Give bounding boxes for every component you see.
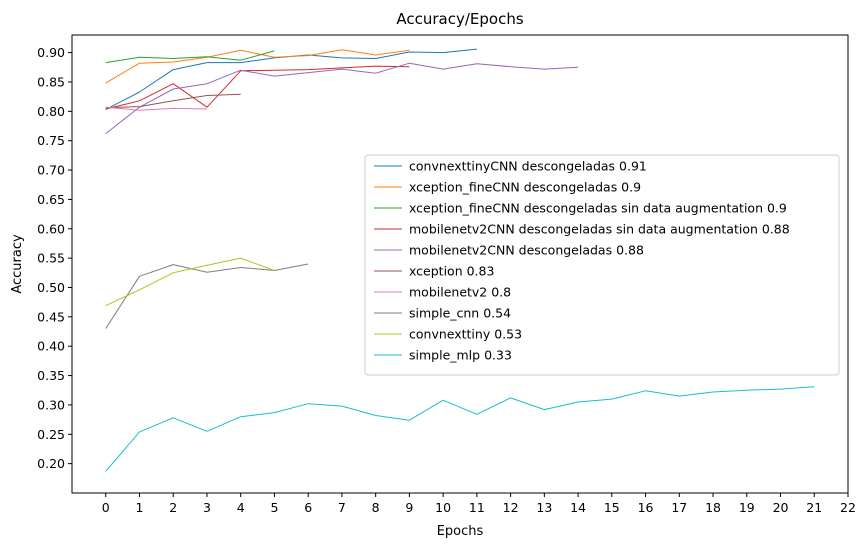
x-tick-label: 14 [570, 500, 586, 515]
legend-label: mobilenetv2CNN descongeladas 0.88 [409, 243, 644, 258]
x-tick-label: 3 [203, 500, 211, 515]
x-tick-label: 17 [671, 500, 687, 515]
series-line-2 [105, 49, 410, 84]
legend-label: mobilenetv2 0.8 [409, 285, 511, 300]
legend-label: convnexttiny 0.53 [409, 327, 522, 342]
x-tick-label: 7 [338, 500, 346, 515]
y-tick-label: 0.20 [37, 456, 65, 471]
series-line-10 [105, 386, 815, 472]
x-tick-label: 1 [136, 500, 144, 515]
x-tick-label: 4 [237, 500, 245, 515]
y-tick-label: 0.30 [37, 397, 65, 412]
x-tick-label: 5 [270, 500, 278, 515]
x-tick-label: 15 [604, 500, 620, 515]
legend-box [364, 154, 840, 376]
x-tick-label: 16 [638, 500, 654, 515]
legend-label: simple_mlp 0.33 [409, 348, 512, 363]
series-line-7 [105, 106, 208, 111]
x-tick-label: 19 [739, 500, 755, 515]
y-tick-label: 0.70 [37, 163, 65, 178]
y-tick-label: 0.80 [37, 104, 65, 119]
legend-label: mobilenetv2CNN descongeladas sin data au… [409, 222, 790, 237]
x-tick-label: 2 [169, 500, 177, 515]
legend-label: simple_cnn 0.54 [409, 306, 511, 321]
series-line-5 [105, 62, 579, 134]
y-tick-label: 0.45 [37, 309, 65, 324]
y-tick-label: 0.85 [37, 74, 65, 89]
y-tick-label: 0.55 [37, 251, 65, 266]
x-tick-label: 22 [840, 500, 856, 515]
series-line-6 [105, 93, 241, 109]
legend-label: xception 0.83 [409, 264, 494, 279]
plot-area: 0 1 2 3 4 5 6 7 8 9 10 11 12 13 14 15 16 17 18 19 20 21 220.20… [37, 34, 856, 515]
x-tick-label: 20 [773, 500, 789, 515]
legend-label: convnexttinyCNN descongeladas 0.91 [409, 159, 647, 174]
x-tick-label: 6 [304, 500, 312, 515]
legend-label: xception_fineCNN descongeladas sin data … [409, 201, 787, 216]
y-tick-label: 0.35 [37, 368, 65, 383]
y-tick-label: 0.65 [37, 192, 65, 207]
y-axis-title: Accuracy [10, 234, 25, 294]
x-tick-label: 11 [469, 500, 485, 515]
series-line-9 [105, 257, 275, 307]
y-tick-label: 0.60 [37, 221, 65, 236]
legend-label: xception_fineCNN descongeladas 0.9 [409, 180, 641, 195]
chart-title: Accuracy/Epochs [396, 10, 523, 28]
y-tick-label: 0.90 [37, 45, 65, 60]
x-tick-label: 13 [536, 500, 552, 515]
x-tick-label: 18 [705, 500, 721, 515]
y-tick-label: 0.75 [37, 133, 65, 148]
x-tick-label: 21 [806, 500, 822, 515]
x-axis-title: Epochs [437, 524, 484, 539]
y-tick-label: 0.40 [37, 339, 65, 354]
legend: convnexttinyCNN descongeladas 0.91 xcepti… [364, 154, 840, 376]
plot-frame [71, 34, 849, 494]
x-tick-label: 10 [435, 500, 451, 515]
y-tick-label: 0.25 [37, 427, 65, 442]
y-tick-label: 0.50 [37, 280, 65, 295]
x-tick-label: 12 [503, 500, 519, 515]
x-tick-label: 8 [372, 500, 380, 515]
series-line-4 [105, 65, 410, 110]
x-tick-label: 0 [102, 500, 110, 515]
x-tick-label: 9 [405, 500, 413, 515]
series-line-3 [105, 50, 275, 64]
series-line-8 [105, 263, 309, 329]
